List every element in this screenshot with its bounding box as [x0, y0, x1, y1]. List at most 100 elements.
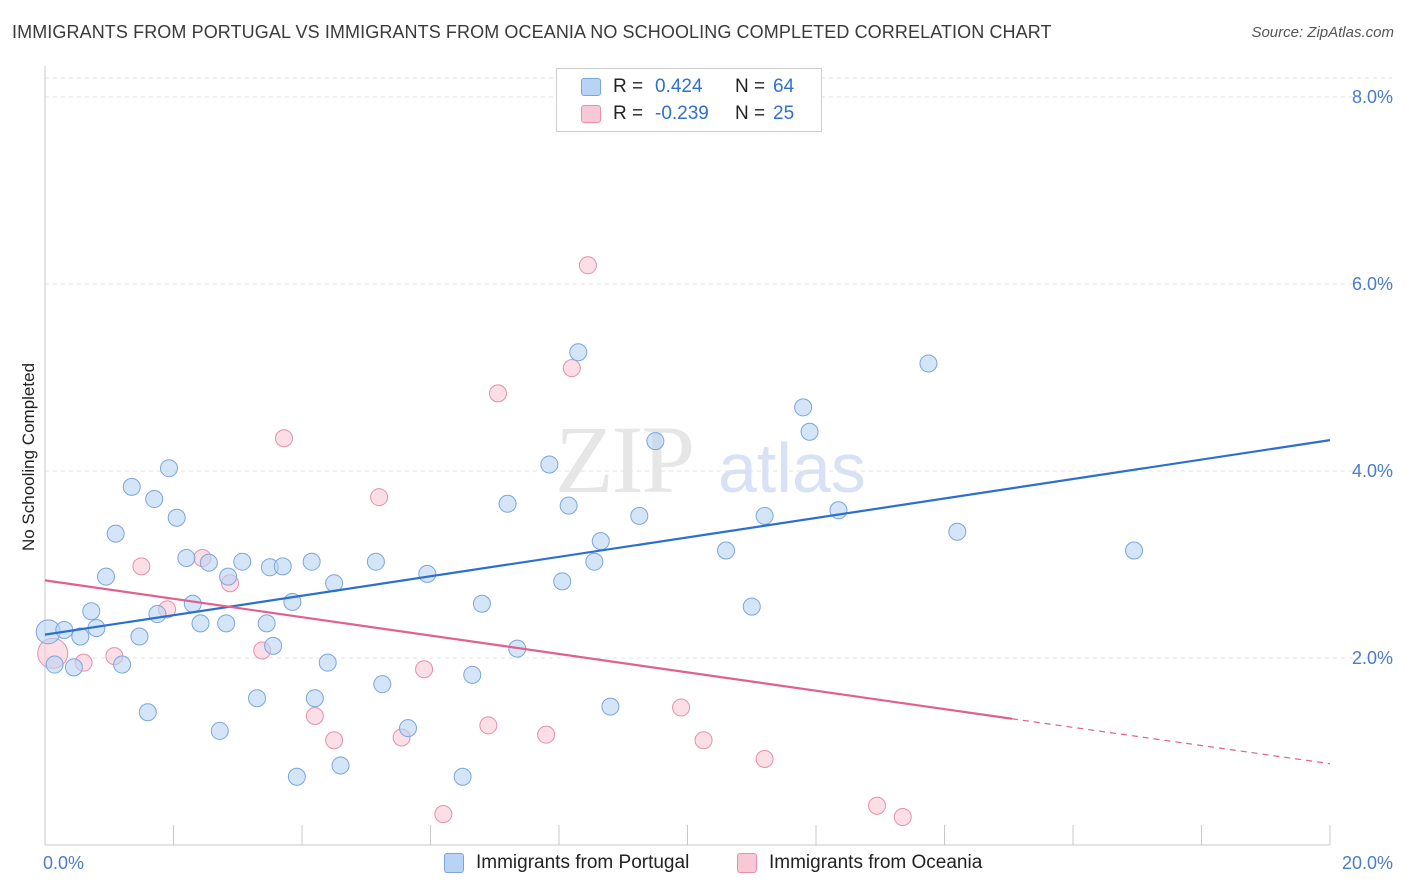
trend-line-oceania	[44, 579, 1013, 720]
data-point-portugal	[948, 522, 967, 541]
data-point-portugal	[130, 627, 149, 646]
trend-line-portugal	[44, 439, 1331, 636]
data-point-portugal	[82, 602, 101, 621]
legend-r-label: R =	[613, 76, 644, 97]
correlation-legend: R = 0.424 N = 64 R = -0.239 N = 25	[556, 68, 822, 132]
legend-row-oceania: R = -0.239 N = 25	[581, 102, 794, 126]
data-point-portugal	[219, 567, 238, 586]
data-point-portugal	[742, 597, 761, 616]
trend-line-oceania-extension	[1011, 718, 1331, 765]
data-point-oceania	[325, 731, 344, 750]
data-point-portugal	[717, 541, 736, 560]
data-point-portugal	[472, 594, 491, 613]
y-tick-label: 2.0%	[1352, 648, 1393, 668]
series-oceania-points	[37, 256, 912, 826]
data-point-portugal	[71, 627, 90, 646]
data-point-portugal	[106, 524, 125, 543]
data-point-portugal	[366, 552, 385, 571]
data-point-oceania	[694, 731, 713, 750]
data-point-portugal	[794, 398, 813, 417]
series-legend-oceania[interactable]: Immigrants from Oceania	[737, 852, 982, 874]
data-point-portugal	[64, 658, 83, 677]
series-legend: Immigrants from Portugal Immigrants from…	[0, 852, 1406, 878]
data-point-portugal	[919, 354, 938, 373]
data-point-portugal	[199, 553, 218, 572]
data-point-portugal	[569, 343, 588, 362]
data-point-portugal	[257, 614, 276, 633]
data-point-portugal	[248, 689, 267, 708]
data-point-portugal	[498, 494, 517, 513]
data-point-portugal	[97, 567, 116, 586]
data-point-oceania	[132, 557, 151, 576]
legend-n-value-portugal: 64	[773, 76, 795, 97]
data-point-oceania	[562, 359, 581, 378]
data-point-portugal	[167, 508, 186, 527]
watermark-zip: ZIP	[555, 406, 693, 513]
data-point-portugal	[217, 614, 236, 633]
x-tick-label: 20.0%	[1342, 853, 1393, 873]
chart-title: IMMIGRANTS FROM PORTUGAL VS IMMIGRANTS F…	[12, 22, 1052, 42]
data-point-oceania	[479, 716, 498, 735]
grid-lines	[45, 77, 1392, 659]
source-credit: Source: ZipAtlas.com	[1251, 24, 1394, 41]
legend-r-value-oceania: -0.239	[655, 103, 709, 124]
data-point-portugal	[264, 636, 283, 655]
data-point-portugal	[755, 506, 774, 525]
data-point-portugal	[233, 552, 252, 571]
data-point-portugal	[591, 532, 610, 551]
data-point-portugal	[122, 477, 141, 496]
data-point-portugal	[453, 767, 472, 786]
data-point-oceania	[893, 807, 912, 826]
data-point-portugal	[553, 572, 572, 591]
data-point-portugal	[1125, 541, 1144, 560]
data-point-portugal	[45, 655, 64, 674]
data-point-portugal	[373, 675, 392, 694]
tick-labels: 2.0% 4.0% 6.0% 8.0% 0.0% 20.0%	[43, 87, 1393, 873]
data-point-portugal	[646, 432, 665, 451]
data-point-oceania	[537, 725, 556, 744]
data-point-oceania	[488, 384, 507, 403]
data-point-portugal	[160, 459, 179, 478]
data-point-portugal	[148, 605, 167, 624]
legend-r-value-portugal: 0.424	[655, 76, 703, 97]
series-swatch-portugal	[444, 853, 464, 873]
data-point-portugal	[273, 557, 292, 576]
data-point-portugal	[800, 422, 819, 441]
legend-n-label: N =	[735, 103, 766, 124]
data-point-oceania	[415, 660, 434, 679]
data-point-portugal	[287, 767, 306, 786]
data-point-portugal	[191, 614, 210, 633]
data-point-portugal	[463, 665, 482, 684]
axes	[44, 66, 1331, 846]
data-point-portugal	[601, 697, 620, 716]
legend-swatch-oceania	[581, 105, 601, 123]
data-point-portugal	[540, 455, 559, 474]
data-point-portugal	[113, 655, 132, 674]
data-point-oceania	[755, 749, 774, 768]
legend-r-label: R =	[613, 103, 644, 124]
legend-n-label: N =	[735, 76, 766, 97]
series-name-portugal: Immigrants from Portugal	[476, 852, 690, 873]
trend-lines	[44, 439, 1331, 765]
y-tick-label: 6.0%	[1352, 274, 1393, 294]
data-point-oceania	[305, 706, 324, 725]
y-tick-label: 8.0%	[1352, 87, 1393, 107]
data-point-portugal	[630, 506, 649, 525]
data-point-portugal	[305, 689, 324, 708]
series-legend-portugal[interactable]: Immigrants from Portugal	[444, 852, 689, 874]
data-point-portugal	[585, 552, 604, 571]
data-point-oceania	[370, 488, 389, 507]
data-point-oceania	[275, 429, 294, 448]
x-tick-label: 0.0%	[43, 853, 84, 873]
y-tick-label: 4.0%	[1352, 461, 1393, 481]
data-point-oceania	[868, 796, 887, 815]
legend-row-portugal: R = 0.424 N = 64	[581, 75, 794, 99]
data-point-portugal	[318, 653, 337, 672]
data-point-oceania	[672, 698, 691, 717]
data-point-portugal	[138, 703, 157, 722]
data-point-portugal	[183, 594, 202, 613]
data-point-portugal	[177, 548, 196, 567]
series-name-oceania: Immigrants from Oceania	[769, 852, 983, 873]
data-point-portugal	[210, 721, 229, 740]
